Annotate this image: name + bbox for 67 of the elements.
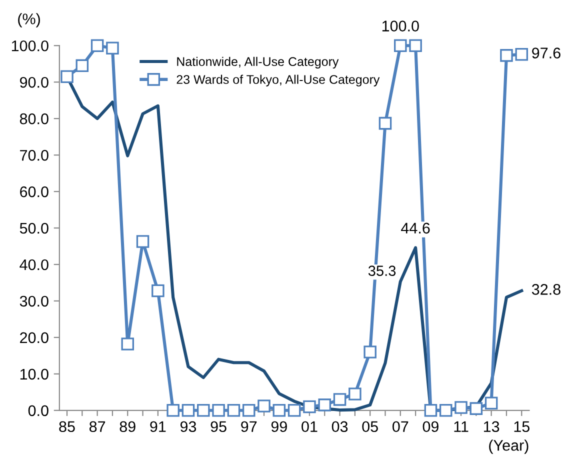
data-label: 35.3 bbox=[368, 266, 396, 276]
data-label: 32.8 bbox=[532, 284, 560, 295]
point bbox=[288, 404, 301, 417]
y-tick-label: 30.0 bbox=[20, 296, 48, 307]
point bbox=[515, 48, 528, 61]
x-tick-label: 85 bbox=[59, 421, 75, 432]
y-tick-label: 0.0 bbox=[28, 405, 48, 416]
y-axis-title: (%) bbox=[18, 13, 40, 28]
point bbox=[166, 404, 180, 417]
point bbox=[152, 284, 164, 298]
point bbox=[136, 235, 150, 248]
point bbox=[182, 404, 195, 417]
x-tick-label: 07 bbox=[392, 421, 408, 432]
x-tick-label: 91 bbox=[150, 421, 166, 432]
x-tick-label: 87 bbox=[89, 421, 106, 432]
point bbox=[500, 49, 513, 62]
point bbox=[212, 404, 225, 417]
x-tick-label: 97 bbox=[241, 421, 257, 432]
legend-label: 23 Wards of Tokyo, All-Use Category bbox=[176, 74, 380, 86]
y-tick-label: 40.0 bbox=[20, 259, 48, 270]
point bbox=[348, 388, 362, 400]
y-tick-label: 10.0 bbox=[20, 368, 48, 380]
x-tick-label: 13 bbox=[484, 421, 500, 432]
point bbox=[106, 42, 119, 55]
point bbox=[258, 400, 270, 412]
point bbox=[484, 396, 498, 410]
y-tick-label: 70.0 bbox=[20, 150, 48, 161]
point bbox=[272, 404, 286, 417]
y-tick-label: 100.0 bbox=[12, 40, 48, 52]
x-tick-label: 15 bbox=[514, 421, 530, 432]
y-tick-label: 20.0 bbox=[20, 332, 48, 344]
point bbox=[303, 400, 316, 414]
point bbox=[439, 404, 452, 417]
point bbox=[424, 404, 438, 417]
point bbox=[90, 39, 104, 52]
x-tick-label: 11 bbox=[454, 421, 468, 432]
point bbox=[76, 59, 89, 72]
data-label: 97.6 bbox=[532, 48, 560, 58]
point bbox=[454, 401, 468, 414]
y-tick-label: 50.0 bbox=[20, 222, 48, 234]
point bbox=[409, 39, 422, 52]
x-tick-label: 93 bbox=[180, 421, 196, 432]
data-label: 44.6 bbox=[401, 222, 430, 234]
x-tick-label: 89 bbox=[120, 421, 136, 432]
data-label: 100.0 bbox=[382, 20, 419, 32]
y-tick-label: 80.0 bbox=[20, 113, 48, 124]
point bbox=[227, 404, 240, 417]
point bbox=[121, 338, 134, 350]
y-tick-label: 90.0 bbox=[20, 76, 48, 88]
x-axis-title: (Year) bbox=[489, 440, 528, 454]
legend-label: Nationwide, All-Use Category bbox=[177, 56, 339, 68]
x-tick-label: 99 bbox=[271, 421, 287, 432]
point bbox=[364, 346, 376, 358]
x-tick-label: 95 bbox=[210, 421, 226, 432]
x-tick-label: 09 bbox=[422, 421, 438, 432]
y-tick-label: 60.0 bbox=[20, 186, 48, 198]
point bbox=[333, 393, 346, 406]
point bbox=[470, 402, 483, 415]
x-tick-label: 01 bbox=[302, 421, 318, 432]
point bbox=[242, 404, 256, 417]
x-tick-label: 05 bbox=[362, 421, 378, 432]
point bbox=[378, 116, 392, 130]
point bbox=[60, 70, 74, 83]
x-tick-label: 03 bbox=[332, 421, 348, 432]
point bbox=[394, 39, 407, 52]
point bbox=[197, 404, 210, 417]
point bbox=[318, 398, 332, 412]
